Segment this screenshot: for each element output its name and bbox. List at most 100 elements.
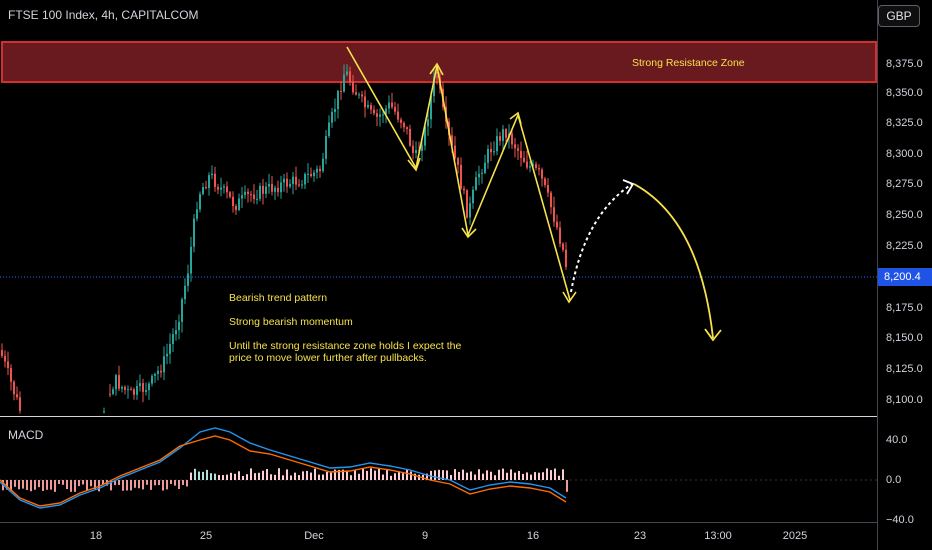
candle — [139, 383, 141, 387]
macd-histogram-bar — [410, 471, 412, 480]
price-label: 8,275.0 — [886, 178, 923, 190]
candle — [283, 178, 285, 183]
macd-histogram-bar — [250, 468, 252, 480]
candle — [205, 187, 207, 189]
candle — [124, 386, 126, 390]
candle — [169, 344, 171, 354]
current-price-tag: 8,200.4 — [878, 268, 932, 286]
candle — [292, 176, 294, 185]
bearish-pattern-drawing[interactable] — [346, 46, 571, 301]
candle — [472, 189, 474, 204]
macd-histogram-bar — [206, 469, 208, 480]
time-label: 16 — [526, 530, 540, 542]
candle — [361, 94, 363, 97]
macd-histogram-bar — [254, 473, 256, 480]
resistance-zone-label: Strong Resistance Zone — [632, 57, 745, 69]
candle — [211, 173, 213, 176]
candle — [310, 173, 312, 177]
candle — [373, 109, 375, 114]
macd-histogram-bar — [226, 474, 228, 480]
candle — [379, 114, 381, 117]
currency-button[interactable]: GBP — [878, 5, 920, 27]
chart-title[interactable]: FTSE 100 Index, 4h, CAPITALCOM — [8, 8, 199, 22]
candle — [313, 172, 315, 177]
candle — [223, 186, 225, 188]
macd-histogram-bar — [378, 468, 380, 480]
candle — [541, 169, 543, 179]
time-label: 9 — [421, 530, 429, 542]
candle — [214, 173, 216, 187]
arrowhead-icon — [704, 328, 722, 342]
macd-histogram-bar — [350, 475, 352, 480]
macd-histogram-bar — [246, 474, 248, 480]
macd-histogram-bar — [534, 472, 536, 480]
macd-histogram-bar — [542, 472, 544, 480]
macd-histogram-bar — [506, 472, 508, 480]
candle — [274, 187, 276, 192]
candle — [367, 104, 369, 108]
time-label: 18 — [89, 530, 103, 542]
macd-histogram-bar — [558, 475, 560, 480]
candle — [382, 114, 384, 116]
macd-histogram-bar — [178, 480, 180, 489]
candle — [265, 186, 267, 194]
macd-axis-label: 0.0 — [886, 474, 902, 486]
candle — [538, 168, 540, 170]
candle — [289, 184, 291, 187]
candle — [481, 172, 483, 174]
macd-histogram-bar — [318, 474, 320, 480]
candle — [331, 111, 333, 123]
macd-histogram-bar — [30, 480, 32, 492]
candle — [262, 185, 264, 194]
candle — [427, 119, 429, 127]
candle — [565, 249, 567, 267]
macd-histogram-bar — [150, 480, 152, 490]
macd-axis-label: 40.0 — [886, 434, 908, 446]
candle — [346, 71, 348, 75]
candle — [487, 148, 489, 163]
candle — [151, 375, 153, 384]
pullback-projection-arrow[interactable] — [570, 183, 633, 293]
macd-histogram-bar — [210, 473, 212, 480]
candle — [547, 185, 549, 193]
candle — [238, 198, 240, 210]
macd-histogram-bar — [442, 470, 444, 480]
candle — [133, 389, 135, 395]
candle — [157, 370, 159, 374]
macd-histogram-bar — [198, 471, 200, 480]
macd-histogram-bar — [390, 475, 392, 480]
candle — [550, 192, 552, 208]
macd-indicator-label[interactable]: MACD — [8, 428, 44, 442]
candle — [244, 191, 246, 196]
macd-histogram-bar — [114, 480, 116, 486]
candle — [154, 373, 156, 376]
macd-histogram-bar — [190, 472, 192, 480]
macd-histogram-bar — [126, 480, 128, 491]
macd-histogram-bar — [530, 474, 532, 480]
macd-histogram-bar — [46, 480, 48, 490]
macd-histogram-bar — [306, 470, 308, 480]
candle — [517, 148, 519, 151]
candle — [325, 136, 327, 159]
arrowhead-icon — [562, 291, 577, 304]
macd-histogram-bar — [282, 475, 284, 480]
price-label: 8,225.0 — [886, 240, 923, 252]
candle — [475, 177, 477, 190]
macd-histogram-bar — [314, 468, 316, 480]
macd-histogram-bar — [50, 480, 52, 490]
candle — [190, 246, 192, 274]
candle — [349, 71, 351, 82]
candle — [343, 74, 345, 92]
candle — [184, 285, 186, 300]
decline-projection-arrow[interactable] — [633, 183, 714, 339]
candle — [250, 194, 252, 196]
candle — [484, 162, 486, 173]
candle — [523, 158, 525, 162]
macd-histogram-bar — [486, 470, 488, 480]
candle — [148, 383, 150, 391]
candle — [112, 389, 114, 394]
candle — [511, 133, 513, 145]
macd-histogram-bar — [218, 475, 220, 480]
candle — [385, 108, 387, 115]
